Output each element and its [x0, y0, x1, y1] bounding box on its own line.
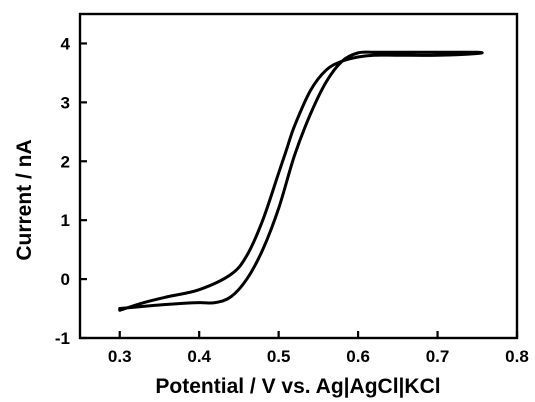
- y-tick-label: 0: [61, 270, 70, 289]
- x-tick-label: 0.5: [267, 347, 291, 366]
- x-tick-label: 0.7: [426, 347, 450, 366]
- x-axis-ticks: 0.3 0.4 0.5 0.6 0.7 0.8: [108, 331, 529, 366]
- x-axis-title: Potential / V vs. Ag|AgCl|KCl: [155, 375, 440, 398]
- cv-series-line: [118, 50, 484, 312]
- x-tick-label: 0.8: [505, 347, 529, 366]
- y-axis-ticks: -1 0 1 2 3 4: [55, 34, 87, 348]
- y-tick-label: 3: [61, 93, 70, 112]
- y-axis-title: Current / nA: [13, 139, 36, 260]
- x-tick-label: 0.4: [187, 347, 211, 366]
- y-tick-label: 2: [61, 152, 70, 171]
- y-tick-label: -1: [55, 329, 70, 348]
- x-tick-label: 0.6: [346, 347, 370, 366]
- y-tick-label: 1: [61, 211, 70, 230]
- plot-frame: [78, 12, 519, 340]
- x-tick-label: 0.3: [108, 347, 132, 366]
- y-tick-label: 4: [61, 34, 71, 53]
- series-layer: [118, 50, 484, 312]
